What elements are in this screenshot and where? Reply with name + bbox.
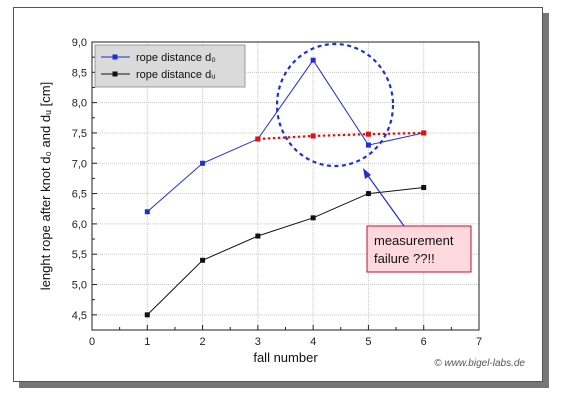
series-1-point: [255, 136, 261, 142]
series-2-point: [310, 215, 316, 221]
y-tick-label: 4,5: [72, 310, 87, 322]
series-1-point: [310, 57, 316, 63]
series-2-point: [365, 191, 371, 197]
series-1-line: [146, 59, 424, 213]
x-tick-label: 7: [476, 336, 482, 348]
legend-label-series-1: rope distance d₀: [136, 52, 216, 64]
series-2-point: [144, 312, 150, 318]
annotation-arrowhead: [363, 168, 371, 179]
axes: 0 1 2 3 4 5 6 7 4,5 5,0 5,5 6,0 6,5 7,0 7,5 8,0 8,5 9,0: [72, 37, 482, 348]
x-tick-label: 4: [310, 336, 316, 348]
y-tick-label: 7,0: [72, 158, 87, 170]
series-2-point: [200, 257, 206, 263]
y-tick-label: 8,0: [72, 98, 87, 110]
copyright-text: © www.bigel-labs.de: [434, 358, 525, 369]
x-tick-label: 2: [200, 336, 206, 348]
legend: rope distance d₀ rope distance dᵤ: [94, 44, 246, 88]
series-1-point: [144, 209, 150, 215]
annotation-arrow-line: [365, 172, 405, 227]
x-tick-label: 5: [365, 336, 371, 348]
y-axis-label: lenght rope after knot d₀ and dᵤ [cm]: [38, 82, 53, 290]
y-tick-label: 5,5: [72, 249, 87, 261]
corrected-point: [310, 133, 316, 139]
failure-circle: [275, 42, 395, 168]
legend-box: [94, 44, 246, 88]
legend-marker-series-2: [112, 71, 118, 77]
series-2-point: [421, 185, 427, 191]
x-tick-label: 3: [255, 336, 261, 348]
series-group: [144, 57, 427, 318]
y-tick-label: 5,0: [72, 280, 87, 292]
series-1-point: [200, 160, 206, 166]
y-tick-label: 9,0: [72, 37, 87, 49]
x-tick-label: 6: [421, 336, 427, 348]
series-2-point: [255, 233, 261, 239]
legend-marker-series-1: [112, 54, 118, 60]
annotation-box: [366, 225, 472, 273]
y-tick-label: 7,5: [72, 128, 87, 140]
corrected-point: [365, 131, 371, 137]
series-1-point: [421, 130, 427, 136]
x-tick-label: 0: [89, 336, 95, 348]
y-tick-label: 8,5: [72, 67, 87, 79]
series-2-line: [146, 187, 424, 316]
legend-label-series-2: rope distance dᵤ: [136, 69, 215, 81]
x-axis-label: fall number: [253, 350, 318, 365]
annotation: measurement failure ??!!: [275, 42, 472, 273]
annotation-line-1: measurement: [374, 233, 454, 248]
y-tick-label: 6,0: [72, 219, 87, 231]
annotation-line-2: failure ??!!: [374, 251, 435, 266]
x-tick-label: 1: [144, 336, 150, 348]
y-tick-label: 6,5: [72, 189, 87, 201]
series-1-point: [365, 142, 371, 148]
